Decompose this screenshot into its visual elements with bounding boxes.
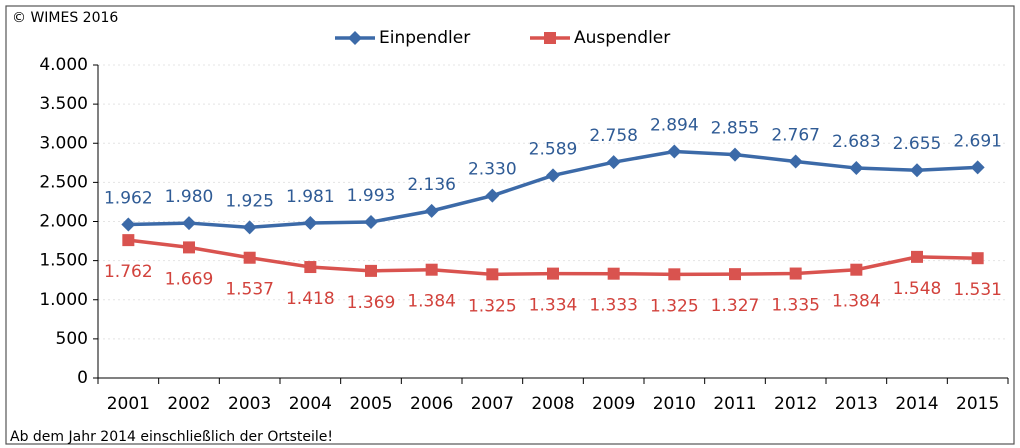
data-label: 2.767 — [771, 125, 820, 145]
frame — [5, 5, 1015, 445]
legend-marker — [348, 31, 362, 45]
y-tick-label: 1.000 — [39, 290, 88, 310]
data-label: 1.327 — [711, 296, 760, 316]
data-label: 1.384 — [832, 292, 881, 312]
data-point — [789, 267, 802, 280]
data-point — [424, 203, 439, 218]
data-label: 1.531 — [953, 280, 1002, 300]
y-tick-label: 500 — [56, 329, 88, 349]
data-point — [606, 155, 621, 170]
data-label: 1.993 — [347, 186, 396, 206]
data-label: 1.335 — [771, 296, 820, 316]
data-point — [729, 268, 741, 281]
data-point — [182, 216, 196, 231]
data-label: 1.962 — [104, 188, 153, 208]
data-label: 1.334 — [529, 296, 578, 316]
x-tick-label: 2005 — [349, 394, 392, 414]
data-point — [546, 168, 560, 183]
data-label: 1.548 — [893, 279, 942, 299]
y-tick-label: 2.000 — [39, 212, 88, 232]
x-tick-label: 2013 — [835, 394, 878, 414]
x-tick-label: 2011 — [713, 394, 756, 414]
data-point — [304, 261, 317, 274]
data-point — [788, 154, 803, 169]
data-label: 2.758 — [589, 126, 638, 146]
data-point — [243, 251, 256, 264]
y-tick-label: 2.500 — [39, 172, 88, 192]
data-point — [547, 267, 559, 280]
data-label: 1.333 — [589, 296, 638, 316]
y-tick-label: 1.500 — [39, 251, 88, 271]
data-point — [486, 268, 499, 281]
data-point — [850, 263, 863, 276]
data-label: 2.330 — [468, 160, 517, 180]
legend-label: Einpendler — [379, 28, 470, 48]
data-label: 1.669 — [165, 269, 214, 289]
x-tick-label: 2001 — [107, 394, 150, 414]
x-tick-label: 2008 — [531, 394, 574, 414]
data-label: 1.369 — [347, 293, 396, 313]
data-point — [183, 241, 195, 254]
data-label: 2.683 — [832, 132, 881, 152]
x-tick-label: 2014 — [895, 394, 938, 414]
x-tick-label: 2006 — [410, 394, 453, 414]
data-label: 1.980 — [165, 187, 214, 207]
x-tick-label: 2012 — [774, 394, 817, 414]
data-point — [911, 250, 923, 263]
y-tick-label: 3.500 — [39, 94, 88, 114]
data-label: 2.691 — [953, 131, 1002, 151]
data-point — [668, 268, 681, 281]
data-point — [971, 252, 984, 265]
data-point — [425, 263, 438, 276]
data-point — [910, 163, 924, 178]
data-point — [242, 220, 257, 235]
legend-marker — [544, 32, 556, 44]
x-tick-label: 2004 — [289, 394, 332, 414]
data-label: 1.418 — [286, 289, 335, 309]
y-tick-label: 4.000 — [39, 55, 88, 75]
data-point — [365, 264, 377, 277]
x-tick-label: 2010 — [653, 394, 696, 414]
data-label: 2.855 — [711, 119, 760, 139]
data-point — [849, 161, 864, 176]
y-tick-label: 3.000 — [39, 133, 88, 153]
data-point — [121, 217, 136, 232]
y-tick-label: 0 — [77, 368, 88, 388]
data-label: 1.925 — [225, 191, 274, 211]
data-point — [303, 215, 318, 230]
x-tick-label: 2007 — [471, 394, 514, 414]
data-point — [485, 188, 500, 203]
data-point — [364, 215, 378, 230]
data-label: 1.384 — [407, 292, 456, 312]
data-label: 1.537 — [225, 280, 274, 300]
data-label: 2.655 — [893, 134, 942, 154]
legend-label: Auspendler — [574, 28, 670, 48]
data-label: 1.325 — [468, 296, 517, 316]
data-label: 2.894 — [650, 116, 699, 136]
data-point — [122, 234, 135, 247]
footnote: Ab dem Jahr 2014 einschließlich der Orts… — [10, 429, 333, 445]
copyright: © WIMES 2016 — [12, 10, 118, 26]
x-tick-label: 2015 — [956, 394, 999, 414]
data-point — [667, 144, 682, 159]
data-point — [970, 160, 985, 175]
x-tick-label: 2009 — [592, 394, 635, 414]
x-tick-label: 2002 — [167, 394, 210, 414]
data-label: 1.762 — [104, 262, 153, 282]
data-point — [607, 267, 620, 280]
data-label: 1.325 — [650, 296, 699, 316]
data-label: 2.589 — [529, 139, 578, 159]
data-label: 2.136 — [407, 175, 456, 195]
series-line — [128, 149, 978, 230]
data-label: 1.981 — [286, 187, 335, 207]
data-point — [728, 147, 742, 162]
x-tick-label: 2003 — [228, 394, 271, 414]
